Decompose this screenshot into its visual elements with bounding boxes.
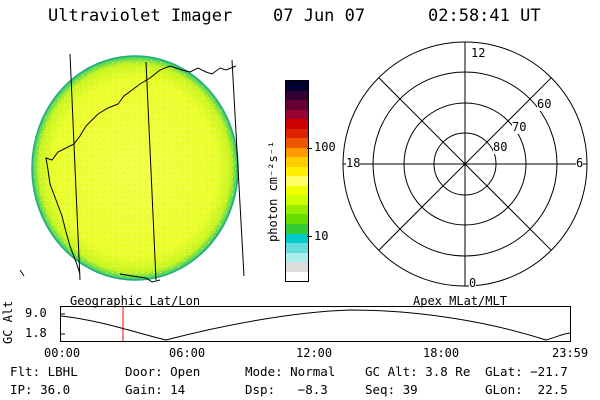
gain-info: Gain: 14 [125,382,186,397]
mlt-label-6: 6 [576,156,584,170]
mode-info: Mode: Normal [245,364,336,379]
altitude-plot-frame [60,306,571,342]
ip-info: IP: 36.0 [10,382,71,397]
alt-ytick-high: 9.0 [25,306,47,320]
date-label: 07 Jun 07 [273,6,366,26]
colorbar-tick [307,148,312,149]
longitude-line [69,53,81,281]
time-label: 02:58:41 UT [428,6,541,26]
longitude-line [231,59,245,277]
longitude-line [145,61,157,281]
apex-polar-plot [342,41,588,287]
geographic-image-panel [19,53,245,283]
coastline [119,273,161,283]
geographic-caption: Geographic Lat/Lon [70,294,201,308]
colorbar-tick-label-100: 100 [314,140,336,154]
glon-info: GLon: 22.5 [485,382,568,397]
mlt-label-12: 12 [470,46,487,60]
seq-info: Seq: 39 [365,382,418,397]
mlt-label-18: 18 [346,156,361,170]
door-info: Door: Open [125,364,201,379]
alt-ylabel: GC Alt [1,300,15,344]
alt-xtick-2359: 23:59 [552,346,589,360]
alt-ytick-low: 1.8 [25,326,47,340]
alt-xtick-1800: 18:00 [423,346,460,360]
polar-diagonal [378,77,552,251]
alt-xtick-0600: 06:00 [169,346,206,360]
dsp-info: Dsp: −8.3 [245,382,328,397]
colorbar [285,80,309,282]
instrument-title: Ultraviolet Imager [48,6,233,26]
coastline [19,269,25,277]
colorbar-tick-label-10: 10 [314,229,329,243]
alt-xtick-0000: 00:00 [44,346,81,360]
colorbar-tick [307,236,312,237]
colorbar-unit-label: photon cm⁻²s⁻¹ [266,140,280,242]
earth-disk-texture [34,58,236,278]
glat-info: GLat: −21.7 [485,364,568,379]
mlt-label-0: 0 [469,276,477,290]
apex-caption: Apex MLat/MLT [413,294,507,308]
filter-info: Flt: LBHL [10,364,78,379]
mlat-label-60: 60 [537,97,552,111]
altitude-curve [60,309,571,341]
alt-xtick-1200: 12:00 [296,346,333,360]
altitude-plot [60,306,571,342]
coastline [45,65,237,275]
mlat-label-80: 80 [493,140,508,154]
gc-alt-info: GC Alt: 3.8 Re [365,364,471,379]
mlat-label-70: 70 [512,120,527,134]
